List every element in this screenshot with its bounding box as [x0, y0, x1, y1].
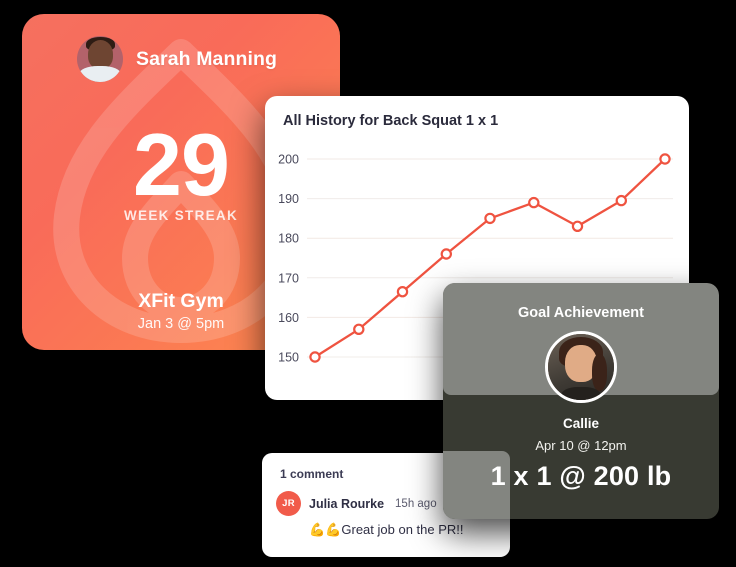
streak-user-header: Sarah Manning — [77, 36, 277, 82]
streak-label: WEEK STREAK — [123, 208, 239, 223]
comment-author-row: JR Julia Rourke 15h ago — [276, 491, 437, 516]
comment-count: 1 comment — [280, 467, 344, 481]
comment-author[interactable]: Julia Rourke — [309, 496, 385, 511]
comment-body: 💪💪Great job on the PR!! — [309, 522, 464, 537]
goal-value: 1 x 1 @ 200 lb — [490, 461, 672, 491]
svg-text:190: 190 — [278, 192, 299, 206]
goal-date: Apr 10 @ 12pm — [535, 438, 627, 453]
svg-text:170: 170 — [278, 271, 299, 285]
goal-card-overlay-bottom — [443, 451, 510, 519]
svg-text:180: 180 — [278, 232, 299, 246]
gym-time: Jan 3 @ 5pm — [137, 316, 225, 332]
goal-title: Goal Achievement — [518, 305, 644, 321]
user-name: Sarah Manning — [136, 47, 278, 70]
streak-number: 29 — [133, 115, 230, 214]
sarah-manning-avatar — [77, 36, 123, 82]
gym-name: XFit Gym — [138, 290, 224, 312]
comment-timestamp: 15h ago — [395, 497, 437, 510]
svg-text:160: 160 — [278, 311, 299, 325]
chart-data-markers — [309, 153, 671, 363]
chart-y-tick-labels: 150 160 170 180 190 200 — [278, 153, 299, 365]
callie-avatar — [545, 331, 617, 403]
svg-text:200: 200 — [278, 153, 299, 167]
goal-achievement-card[interactable]: Goal Achievement Callie Apr 10 @ 12pm 1 … — [443, 283, 719, 519]
chart-title: All History for Back Squat 1 x 1 — [283, 113, 499, 129]
goal-person-name: Callie — [562, 416, 600, 431]
avatar[interactable]: JR — [276, 491, 301, 516]
svg-text:150: 150 — [278, 351, 299, 365]
